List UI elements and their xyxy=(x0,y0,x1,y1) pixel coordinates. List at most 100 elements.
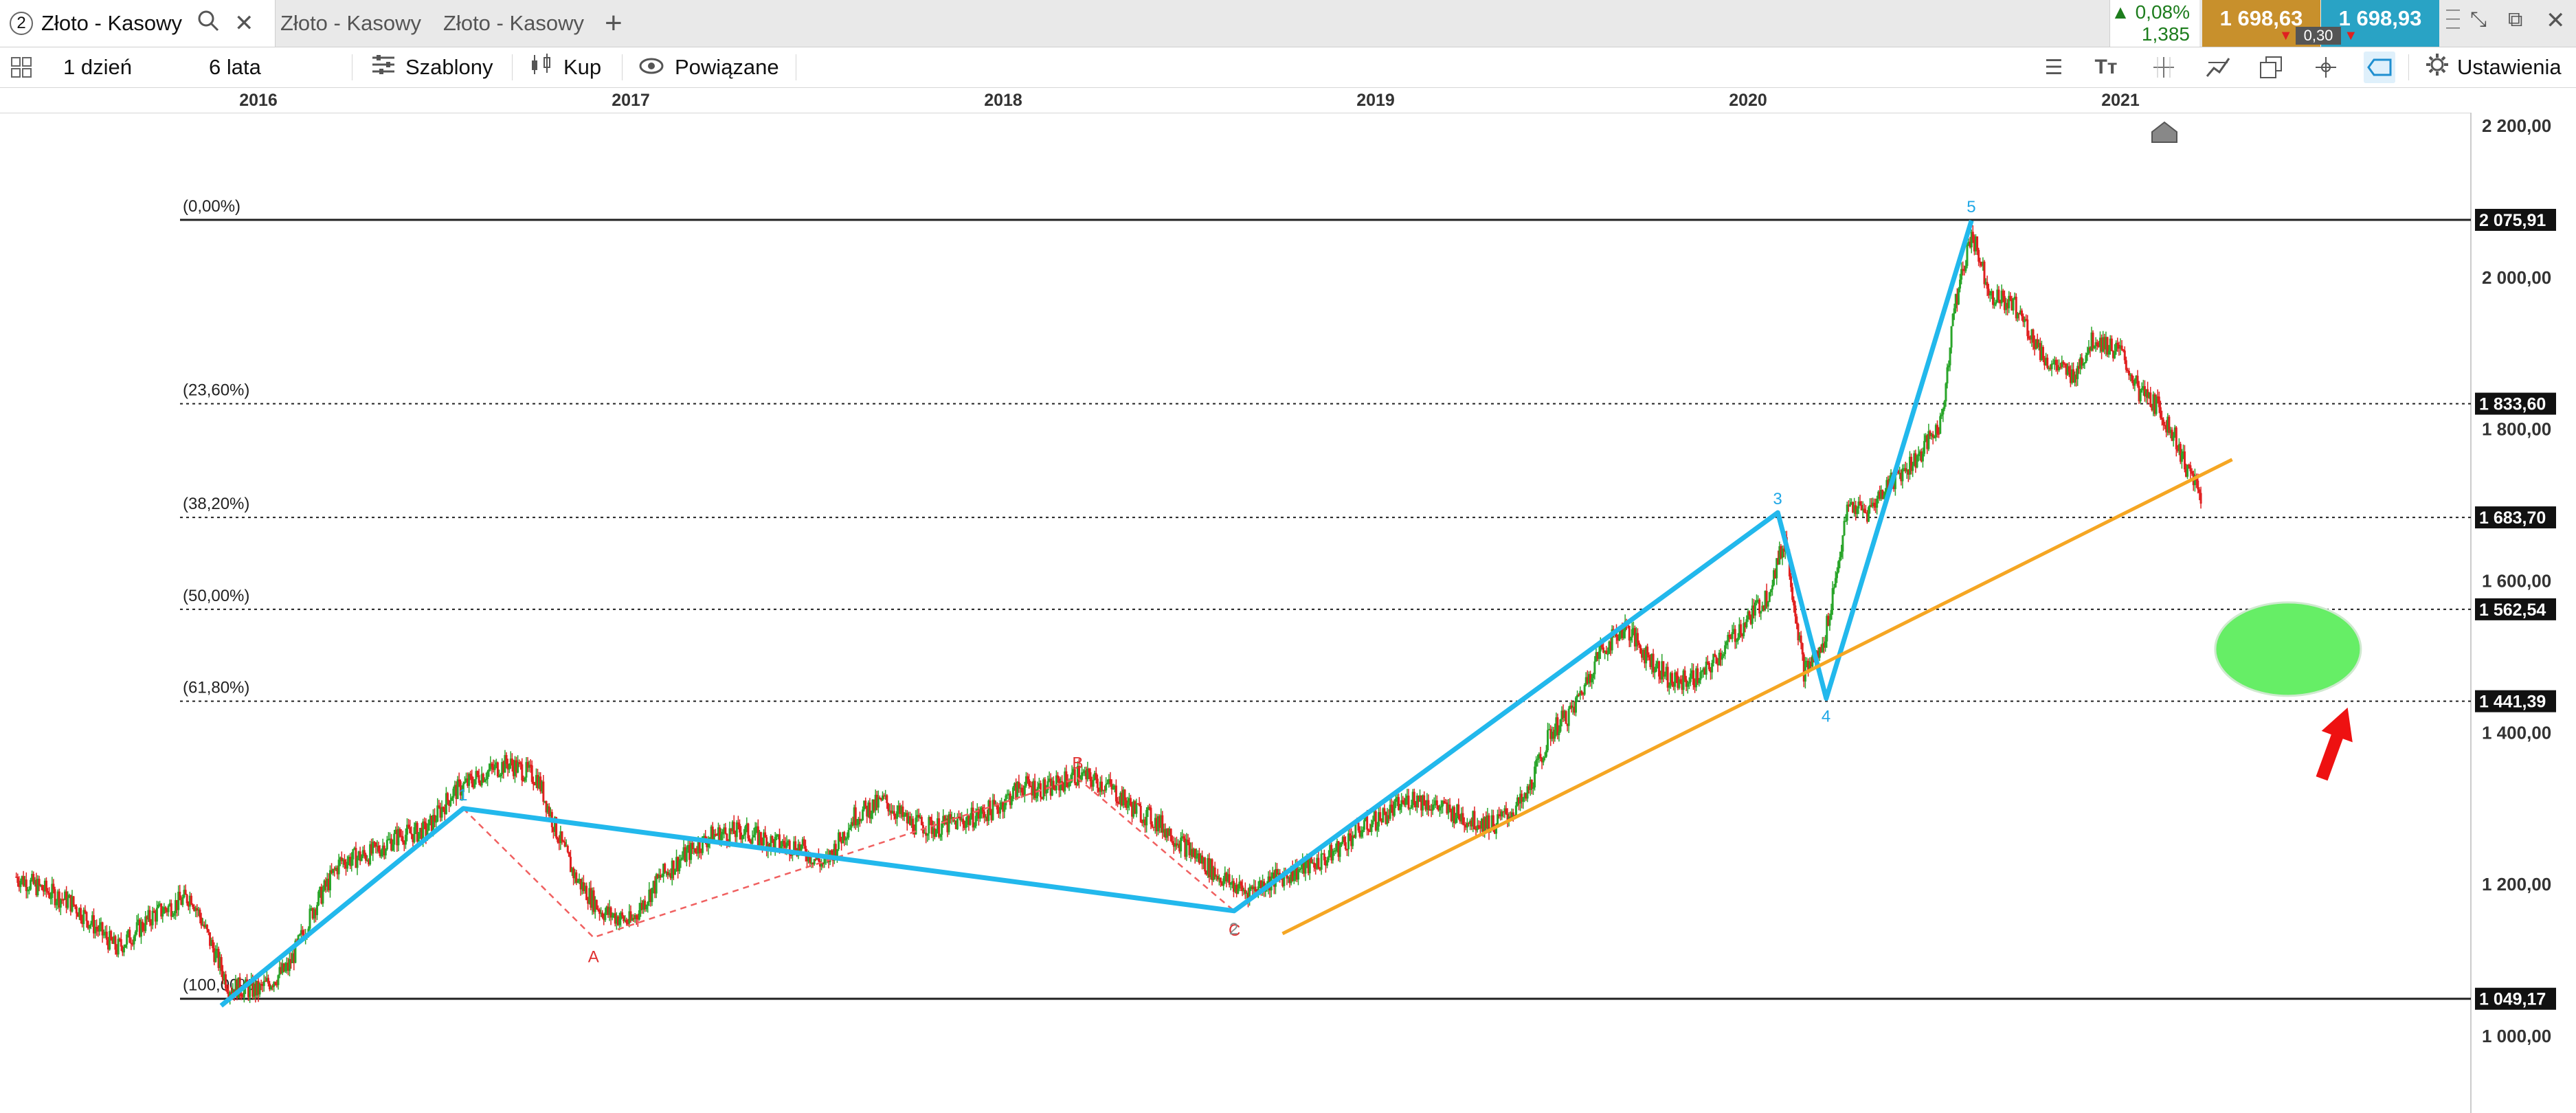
candle-body xyxy=(1457,804,1460,816)
candle-body xyxy=(1262,881,1264,889)
candle-body xyxy=(1448,805,1451,811)
related-button[interactable]: Powiązane xyxy=(639,47,779,87)
add-tab-icon[interactable]: + xyxy=(605,6,623,40)
candle-body xyxy=(1446,802,1448,813)
candle-body xyxy=(1444,802,1447,804)
price-tag-icon[interactable] xyxy=(2364,52,2395,83)
candle-body xyxy=(1556,717,1559,735)
candle-body xyxy=(893,811,895,816)
candle-body xyxy=(359,851,361,862)
candle-body xyxy=(1216,876,1219,880)
candle-body xyxy=(1682,670,1685,690)
candle-body xyxy=(139,921,142,937)
range-select[interactable]: 6 lata xyxy=(209,55,261,79)
candle-body xyxy=(1921,453,1924,462)
tab-zloto-3[interactable]: Złoto - Kasowy xyxy=(443,0,601,47)
drag-handle-icon[interactable]: — — — xyxy=(2446,2,2460,35)
candle-body xyxy=(1777,558,1780,565)
drawing-tools-icon[interactable] xyxy=(2202,52,2234,83)
candle-body xyxy=(130,943,133,944)
candle-body xyxy=(604,912,607,921)
candle-body xyxy=(875,794,878,808)
candle-body xyxy=(1334,850,1337,852)
candle-body xyxy=(1150,807,1152,824)
candle-body xyxy=(870,813,873,819)
minimize-window-icon[interactable]: ⤡ xyxy=(2470,8,2487,31)
crosshair-grid-icon[interactable] xyxy=(2148,52,2180,83)
popout-window-icon[interactable]: ⧉ xyxy=(2508,8,2523,31)
candle-body xyxy=(1361,829,1364,833)
candle-body xyxy=(137,919,139,923)
candle-body xyxy=(1751,605,1754,625)
candle-body xyxy=(1672,683,1675,687)
candle-body xyxy=(1987,289,1990,296)
candle-body xyxy=(655,874,658,894)
candle-body xyxy=(1311,862,1314,864)
candle-body xyxy=(49,898,52,899)
candle-body xyxy=(2026,319,2029,337)
candle-body xyxy=(168,903,171,906)
tab-zloto-2[interactable]: Złoto - Kasowy xyxy=(280,0,438,47)
search-icon[interactable] xyxy=(196,8,221,38)
year-label: 2017 xyxy=(612,91,650,110)
buy-button[interactable]: Kup xyxy=(529,47,601,87)
candle-body xyxy=(529,765,532,766)
price-chart[interactable]: 2 200,002 000,001 800,001 600,001 400,00… xyxy=(0,113,2576,1113)
interval-select[interactable]: 1 dzień xyxy=(63,55,132,79)
crosshair-icon[interactable] xyxy=(2310,52,2342,83)
close-window-icon[interactable]: ✕ xyxy=(2546,8,2566,34)
candle-body xyxy=(335,867,337,870)
candle-body xyxy=(843,832,846,841)
candle-body xyxy=(1837,561,1840,572)
candle-body xyxy=(2138,385,2140,402)
candle-body xyxy=(383,845,385,856)
candle-body xyxy=(435,821,438,823)
text-align-icon[interactable]: ☰ xyxy=(2044,56,2063,79)
candle-body xyxy=(1201,855,1204,864)
candle-body xyxy=(2049,368,2052,370)
candle-body xyxy=(316,905,319,915)
candle-body xyxy=(1635,633,1637,647)
spread-value: 0,30 xyxy=(2295,27,2342,45)
candle-body xyxy=(1044,779,1046,794)
buy-price-button[interactable]: 1 698,93 xyxy=(2321,0,2439,47)
close-tab-icon[interactable]: ✕ xyxy=(234,10,254,36)
candle-body xyxy=(1558,731,1560,735)
candle-body xyxy=(1529,779,1532,790)
candle-body xyxy=(271,986,274,988)
candle-body xyxy=(1827,616,1830,626)
candle-body xyxy=(1756,600,1758,603)
candle-body xyxy=(1767,602,1769,607)
candle-body xyxy=(203,924,205,928)
layout-grid-icon[interactable] xyxy=(5,52,37,83)
candle-body xyxy=(436,805,439,822)
candle-body xyxy=(104,932,107,935)
candle-body xyxy=(124,944,127,948)
candle-body xyxy=(2189,465,2192,471)
candle-body xyxy=(1363,820,1365,830)
candle-body xyxy=(1493,827,1496,834)
candle-body xyxy=(459,781,462,796)
candle-body xyxy=(967,816,970,825)
candle-body xyxy=(148,910,151,923)
copy-layers-icon[interactable] xyxy=(2255,52,2287,83)
templates-button[interactable]: Szablony xyxy=(371,47,493,87)
candle-body xyxy=(1571,706,1574,708)
candle-body xyxy=(409,827,412,833)
candle-body xyxy=(1969,241,1971,248)
gear-icon xyxy=(2426,53,2449,82)
candle-body xyxy=(998,807,1001,814)
candle-body xyxy=(74,905,76,907)
candle-body xyxy=(1181,836,1184,838)
candle-body xyxy=(1863,508,1866,513)
candle-body xyxy=(2030,329,2033,339)
candle-body xyxy=(1051,780,1053,796)
text-size-icon[interactable]: Tт xyxy=(2094,56,2118,78)
tab-zloto-active[interactable]: 2 Złoto - Kasowy ✕ xyxy=(0,0,276,47)
settings-button[interactable]: Ustawienia xyxy=(2426,47,2562,87)
candle-body xyxy=(310,908,313,910)
candle-body xyxy=(987,800,990,821)
candle-body xyxy=(764,832,767,837)
candle-body xyxy=(184,890,187,895)
candle-body xyxy=(1566,723,1569,726)
